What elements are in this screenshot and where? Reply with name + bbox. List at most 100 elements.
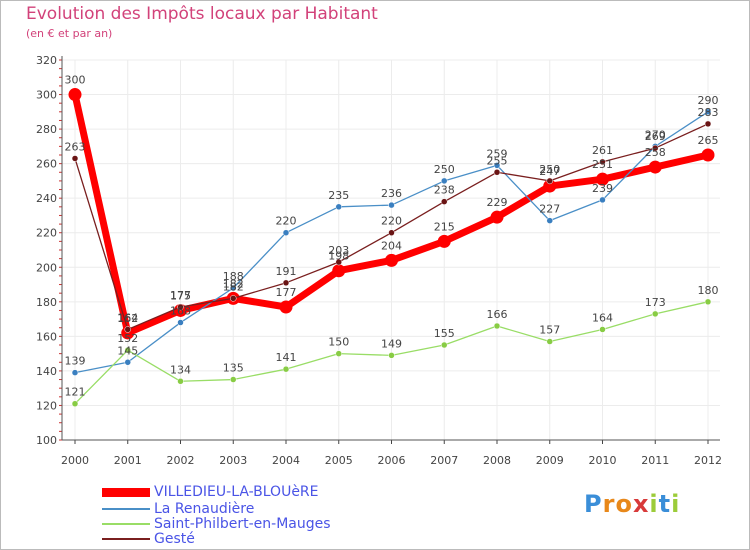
y-tick-label: 120: [36, 399, 57, 412]
legend-item: Saint-Philbert-en-Mauges: [102, 516, 331, 532]
data-point: [652, 310, 659, 318]
logo-letter: i: [671, 490, 681, 518]
data-label: 220: [276, 215, 297, 228]
data-point: [332, 264, 346, 278]
legend-item: VILLEDIEU-LA-BLOUèRE: [102, 484, 319, 500]
data-label: 251: [592, 158, 613, 171]
data-label: 149: [381, 337, 402, 350]
data-point: [596, 172, 609, 186]
data-point: [599, 196, 606, 204]
y-tick-label: 240: [36, 192, 57, 205]
x-tick-label: 2010: [589, 454, 617, 467]
data-label: 261: [592, 144, 613, 157]
data-point: [388, 229, 395, 236]
chart-subtitle: (en € et par an): [26, 27, 113, 40]
data-label: 191: [276, 265, 297, 278]
data-label: 180: [698, 284, 719, 297]
data-point: [388, 201, 395, 209]
data-point: [71, 400, 79, 407]
x-tick-label: 2002: [167, 454, 195, 467]
x-tick-label: 2005: [325, 454, 353, 467]
x-tick-label: 2003: [219, 454, 247, 467]
x-tick-label: 2009: [536, 454, 564, 467]
logo-letter: t: [658, 490, 672, 518]
legend-swatch: [102, 523, 150, 525]
x-tick-label: 2008: [483, 454, 511, 467]
data-label: 150: [328, 336, 349, 349]
data-label: 152: [117, 332, 138, 345]
data-point: [230, 376, 237, 383]
data-label: 215: [434, 220, 455, 233]
data-label: 139: [65, 355, 86, 368]
data-label: 300: [65, 74, 86, 87]
data-label: 263: [65, 140, 86, 153]
logo-letter: P: [584, 490, 603, 518]
series-layer: [68, 88, 715, 407]
data-point: [546, 338, 553, 345]
data-point: [385, 253, 398, 267]
data-label: 164: [117, 311, 138, 324]
data-point: [704, 108, 712, 116]
y-tick-label: 300: [36, 89, 57, 102]
data-point: [441, 341, 448, 349]
data-label: 239: [592, 182, 613, 195]
data-label: 270: [645, 128, 666, 141]
data-point: [174, 303, 187, 317]
data-point: [335, 258, 342, 266]
data-label: 173: [645, 296, 666, 309]
data-label: 227: [539, 203, 560, 216]
data-label: 155: [434, 327, 455, 340]
data-point: [546, 177, 553, 185]
data-point: [121, 326, 135, 340]
data-label: 235: [328, 189, 349, 202]
y-tick-label: 160: [36, 330, 57, 343]
legend-label: Saint-Philbert-en-Mauges: [154, 516, 331, 532]
y-tick-label: 180: [36, 296, 57, 309]
data-point: [437, 234, 451, 248]
y-tick-label: 280: [36, 123, 57, 136]
data-label: 229: [487, 196, 508, 209]
data-label: 204: [381, 239, 402, 252]
data-label: 134: [170, 363, 191, 376]
logo-letter: i: [649, 490, 659, 518]
data-label: 259: [487, 147, 508, 160]
data-point: [599, 158, 606, 166]
data-label: 168: [170, 305, 191, 318]
logo-letter: x: [632, 490, 650, 518]
data-label: 182: [223, 277, 244, 290]
data-point: [230, 295, 237, 302]
x-tick-label: 2006: [378, 454, 406, 467]
data-point: [68, 88, 82, 102]
x-tick-label: 2012: [694, 454, 722, 467]
data-point: [279, 300, 293, 314]
data-point: [493, 322, 501, 330]
legend-label: Gesté: [154, 531, 195, 547]
y-tick-label: 320: [36, 54, 57, 67]
data-label: 177: [276, 286, 297, 299]
proxiti-logo: Proxiti: [584, 490, 680, 518]
data-point: [71, 155, 79, 162]
data-label: 258: [645, 146, 666, 159]
data-point: [282, 229, 290, 236]
data-point: [282, 279, 290, 287]
x-tick-label: 2011: [641, 454, 669, 467]
data-label: 188: [223, 270, 244, 283]
data-point: [652, 144, 659, 152]
data-label: 247: [539, 165, 560, 178]
data-label: 164: [592, 311, 613, 324]
data-point: [124, 359, 131, 366]
data-point: [493, 162, 501, 169]
y-tick-label: 260: [36, 158, 57, 171]
data-point: [493, 169, 501, 176]
data-point: [704, 120, 712, 128]
data-point: [177, 303, 184, 311]
data-point: [490, 210, 504, 224]
chart-title: Evolution des Impôts locaux par Habitant: [26, 4, 378, 24]
x-tick-label: 2001: [114, 454, 142, 467]
data-label: 141: [276, 351, 297, 364]
data-label: 166: [487, 308, 508, 321]
data-point: [701, 148, 715, 162]
data-label: 182: [223, 280, 244, 293]
data-point: [177, 319, 184, 326]
